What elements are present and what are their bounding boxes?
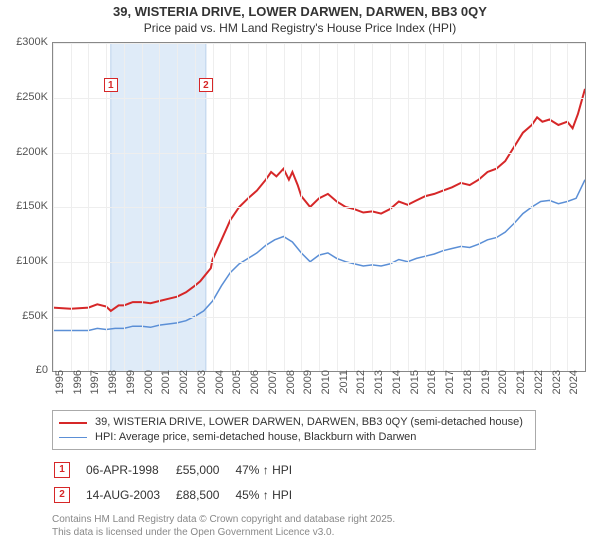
gridline-v: [159, 43, 160, 371]
x-tick-label: 1995: [54, 370, 66, 400]
y-tick-label: £50K: [4, 310, 48, 322]
gridline-v: [390, 43, 391, 371]
x-tick-label: 2010: [320, 370, 332, 400]
x-tick-label: 2019: [480, 370, 492, 400]
table-row: 2 14-AUG-2003£88,50045% ↑ HPI: [54, 483, 306, 506]
x-tick-label: 2023: [551, 370, 563, 400]
sale-price: £55,000: [176, 458, 233, 481]
gridline-v: [248, 43, 249, 371]
gridline-v: [319, 43, 320, 371]
gridline-v: [567, 43, 568, 371]
sale-date: 06-APR-1998: [86, 458, 174, 481]
title-line-2: Price paid vs. HM Land Registry's House …: [8, 21, 592, 37]
x-tick-label: 2011: [338, 370, 350, 400]
legend: 39, WISTERIA DRIVE, LOWER DARWEN, DARWEN…: [52, 410, 536, 450]
gridline-v: [425, 43, 426, 371]
x-tick-label: 2013: [373, 370, 385, 400]
legend-item: HPI: Average price, semi-detached house,…: [59, 430, 529, 445]
x-tick-label: 2020: [497, 370, 509, 400]
x-tick-label: 2007: [267, 370, 279, 400]
gridline-v: [301, 43, 302, 371]
x-tick-label: 2017: [444, 370, 456, 400]
gridline-v: [354, 43, 355, 371]
sale-vs-hpi: 45% ↑ HPI: [235, 483, 306, 506]
x-tick-label: 2012: [355, 370, 367, 400]
x-tick-label: 2001: [160, 370, 172, 400]
gridline-v: [53, 43, 54, 371]
gridline-v: [337, 43, 338, 371]
y-tick-label: £0: [4, 364, 48, 376]
legend-label: HPI: Average price, semi-detached house,…: [95, 430, 416, 445]
sale-marker: 1: [104, 78, 118, 92]
gridline-v: [266, 43, 267, 371]
gridline-v: [532, 43, 533, 371]
y-tick-label: £250K: [4, 91, 48, 103]
x-tick-label: 2014: [391, 370, 403, 400]
x-tick-label: 2006: [249, 370, 261, 400]
chart-title: 39, WISTERIA DRIVE, LOWER DARWEN, DARWEN…: [8, 4, 592, 36]
x-tick-label: 2005: [231, 370, 243, 400]
sale-number-badge: 1: [54, 462, 70, 478]
gridline-v: [443, 43, 444, 371]
x-tick-label: 1999: [125, 370, 137, 400]
x-tick-label: 2003: [196, 370, 208, 400]
sale-date: 14-AUG-2003: [86, 483, 174, 506]
sale-number-badge: 2: [54, 487, 70, 503]
gridline-v: [496, 43, 497, 371]
gridline-v: [71, 43, 72, 371]
legend-swatch: [59, 437, 87, 438]
x-tick-label: 2018: [462, 370, 474, 400]
y-tick-label: £200K: [4, 146, 48, 158]
plot-area: 12: [52, 42, 586, 372]
gridline-v: [514, 43, 515, 371]
gridline-v: [195, 43, 196, 371]
legend-swatch: [59, 422, 87, 424]
gridline-v: [142, 43, 143, 371]
gridline-v: [550, 43, 551, 371]
x-tick-label: 2021: [515, 370, 527, 400]
x-tick-label: 2002: [178, 370, 190, 400]
gridline-v: [88, 43, 89, 371]
x-tick-label: 2016: [426, 370, 438, 400]
x-tick-label: 2009: [302, 370, 314, 400]
title-line-1: 39, WISTERIA DRIVE, LOWER DARWEN, DARWEN…: [8, 4, 592, 21]
sale-marker: 2: [199, 78, 213, 92]
footer-line-1: Contains HM Land Registry data © Crown c…: [52, 514, 592, 527]
x-tick-label: 1997: [89, 370, 101, 400]
sale-vs-hpi: 47% ↑ HPI: [235, 458, 306, 481]
x-tick-label: 2024: [568, 370, 580, 400]
x-tick-label: 1996: [72, 370, 84, 400]
legend-label: 39, WISTERIA DRIVE, LOWER DARWEN, DARWEN…: [95, 415, 523, 430]
x-tick-label: 2008: [285, 370, 297, 400]
chart: 12 £0£50K£100K£150K£200K£250K£300K199519…: [8, 38, 590, 406]
x-tick-label: 2000: [143, 370, 155, 400]
gridline-v: [230, 43, 231, 371]
footer-line-2: This data is licensed under the Open Gov…: [52, 527, 592, 540]
x-tick-label: 1998: [107, 370, 119, 400]
y-tick-label: £150K: [4, 200, 48, 212]
y-tick-label: £300K: [4, 36, 48, 48]
table-row: 1 06-APR-1998£55,00047% ↑ HPI: [54, 458, 306, 481]
legend-item: 39, WISTERIA DRIVE, LOWER DARWEN, DARWEN…: [59, 415, 529, 430]
sale-price: £88,500: [176, 483, 233, 506]
gridline-v: [213, 43, 214, 371]
x-tick-label: 2015: [409, 370, 421, 400]
gridline-v: [372, 43, 373, 371]
x-tick-label: 2004: [214, 370, 226, 400]
gridline-v: [177, 43, 178, 371]
x-tick-label: 2022: [533, 370, 545, 400]
sales-table: 1 06-APR-1998£55,00047% ↑ HPI 2 14-AUG-2003…: [52, 456, 308, 508]
gridline-v: [284, 43, 285, 371]
gridline-v: [479, 43, 480, 371]
gridline-v: [124, 43, 125, 371]
gridline-v: [408, 43, 409, 371]
footer: Contains HM Land Registry data © Crown c…: [52, 514, 592, 539]
gridline-v: [461, 43, 462, 371]
y-tick-label: £100K: [4, 255, 48, 267]
